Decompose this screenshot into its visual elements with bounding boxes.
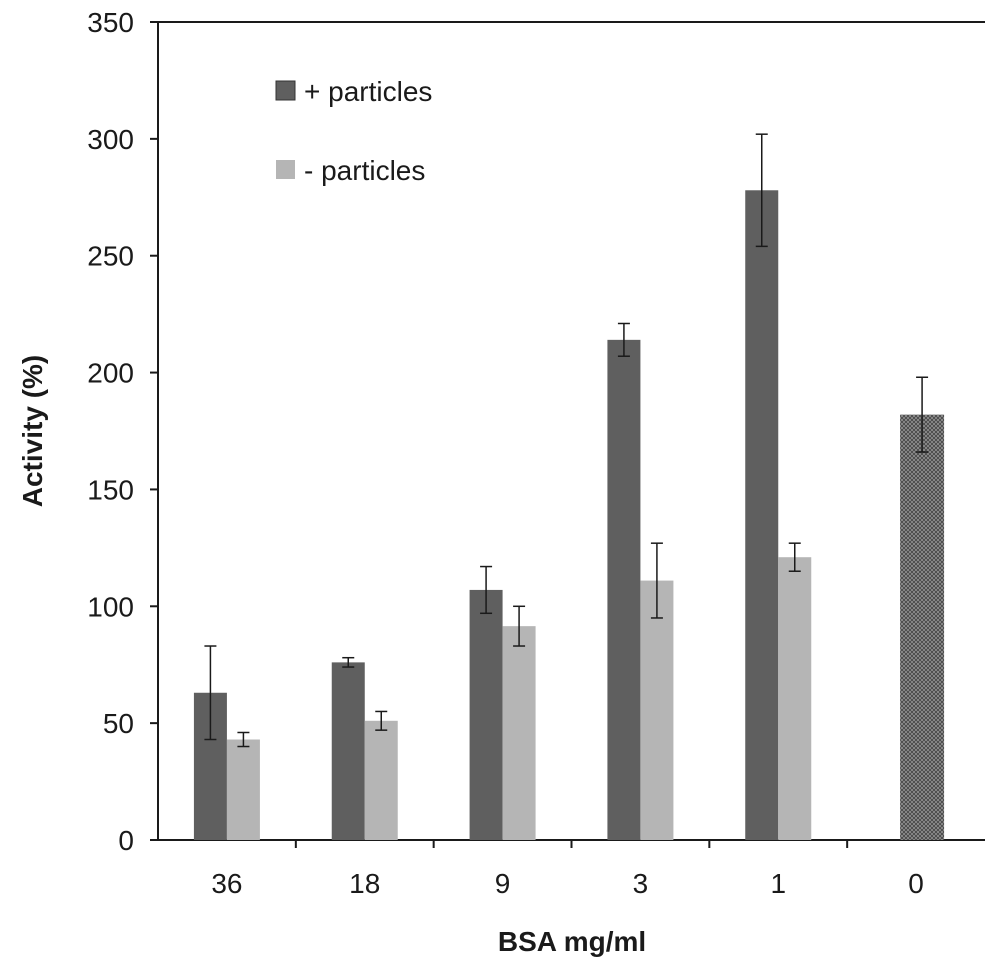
legend: + particles - particles (275, 76, 432, 186)
legend-label-minus-particles: - particles (304, 155, 425, 186)
x-tick-label: 36 (211, 868, 242, 899)
y-axis-title: Activity (%) (17, 355, 48, 507)
y-axis-ticks: 0 50 100 150 200 250 300 350 (87, 7, 158, 856)
x-tick-label: 1 (770, 868, 786, 899)
bar-minus-particles-9 (502, 626, 536, 840)
y-tick-label: 50 (103, 708, 134, 739)
x-tick-label: 9 (495, 868, 511, 899)
bar-minus-particles-3 (640, 580, 674, 840)
y-tick-label: 100 (87, 591, 134, 622)
bar-plus-particles-3 (607, 339, 641, 840)
bar-control-0 (900, 414, 945, 840)
error-bars (204, 133, 929, 748)
y-tick-label: 200 (87, 358, 134, 389)
y-tick-label: 0 (118, 825, 134, 856)
y-tick-label: 150 (87, 474, 134, 505)
legend-label-plus-particles: + particles (304, 76, 432, 107)
y-tick-label: 350 (87, 7, 134, 38)
x-axis-title: BSA mg/ml (498, 926, 646, 957)
bar-minus-particles-36 (226, 739, 260, 840)
bar-plus-particles-9 (469, 589, 503, 840)
legend-swatch-plus-particles (275, 80, 296, 101)
plot-area (157, 21, 985, 841)
bar-series (193, 190, 945, 840)
x-tick-label: 18 (349, 868, 380, 899)
bar-plus-particles-18 (331, 662, 365, 840)
x-tick-label: 3 (633, 868, 649, 899)
bar-minus-particles-18 (364, 720, 398, 840)
y-tick-label: 300 (87, 124, 134, 155)
bar-plus-particles-1 (745, 190, 779, 840)
x-axis-ticks: 36 18 9 3 1 0 (211, 840, 924, 899)
bar-minus-particles-1 (778, 557, 812, 840)
x-tick-label: 0 (908, 868, 924, 899)
legend-swatch-minus-particles (276, 160, 295, 179)
y-tick-label: 250 (87, 241, 134, 272)
